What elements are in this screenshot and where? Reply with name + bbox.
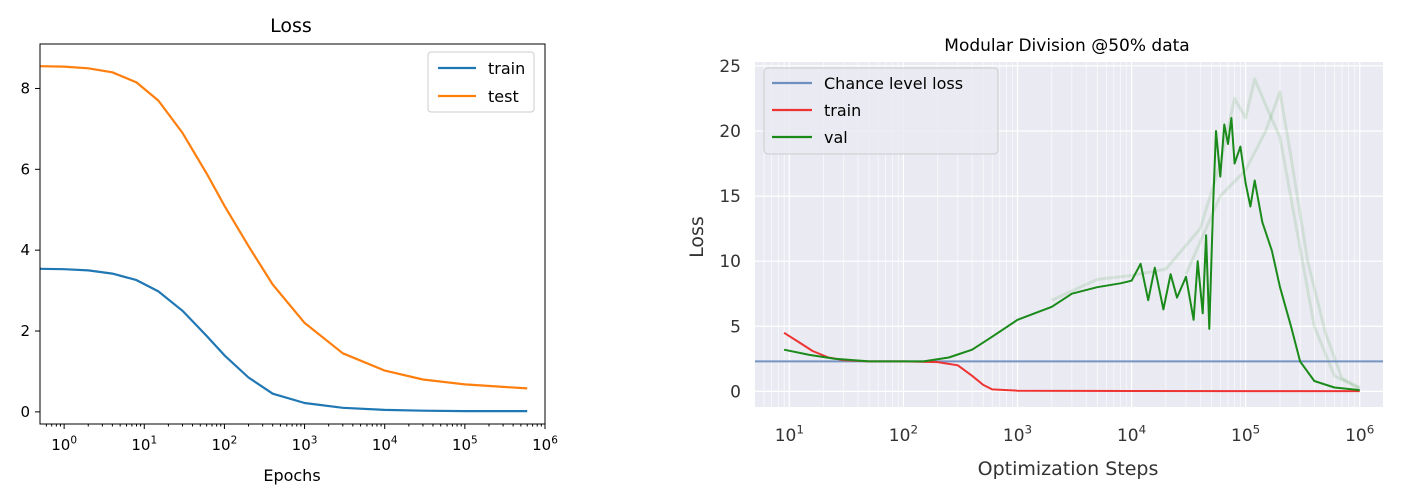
chart-loss: Loss 100 101 102 103 104 105 106 0 2 4 6 8 Epochs t… — [20, 15, 558, 485]
series-train — [39, 267, 528, 413]
x-tick-label: 103 — [292, 434, 318, 454]
x-tick-label: 101 — [131, 434, 157, 454]
x-tick-label: 101 — [775, 422, 804, 446]
chart-title: Loss — [270, 15, 312, 37]
legend-label-test: test — [488, 87, 519, 106]
legend: train test — [427, 51, 535, 113]
chart-modular-division: Modular Division @50% data 101 102 103 104 1… — [686, 36, 1383, 480]
y-tick-label: 25 — [719, 57, 741, 77]
series-val — [783, 117, 1360, 392]
y-tick-label: 4 — [20, 241, 30, 259]
chart-title: Modular Division @50% data — [944, 36, 1189, 56]
x-tick-label: 105 — [452, 434, 478, 454]
plot-frame — [39, 43, 546, 425]
y-tick-label: 8 — [20, 79, 30, 97]
x-tick-label: 106 — [532, 434, 558, 454]
y-tick-label: 6 — [20, 160, 30, 178]
y-tick-label: 0 — [730, 382, 741, 402]
y-tick-label: 2 — [20, 322, 30, 340]
x-tick-label: 100 — [51, 434, 77, 454]
plot-area: 100 101 102 103 104 105 106 0 2 4 6 8 — [20, 65, 558, 454]
legend-label-val: val — [824, 128, 848, 147]
y-tick-label: 5 — [730, 317, 741, 337]
x-tick-label: 102 — [889, 422, 918, 446]
x-tick-label: 104 — [1117, 422, 1146, 446]
x-tick-label: 106 — [1345, 422, 1374, 446]
y-axis-label: Loss — [686, 216, 708, 258]
y-tick-label: 20 — [719, 122, 741, 142]
series-train — [783, 331, 1360, 393]
val-shadow-1 — [1184, 90, 1361, 389]
legend-label-chance: Chance level loss — [824, 74, 963, 93]
x-axis-label: Epochs — [263, 466, 320, 485]
legend: Chance level loss train val — [763, 67, 999, 155]
x-axis-label: Optimization Steps — [978, 458, 1159, 480]
series-test — [39, 65, 528, 390]
legend-label-train: train — [488, 59, 525, 78]
x-tick-label: 102 — [212, 434, 238, 454]
x-tick-label: 105 — [1231, 422, 1260, 446]
y-tick-label: 15 — [719, 187, 741, 207]
x-tick-label: 103 — [1003, 422, 1032, 446]
y-tick-label: 10 — [719, 252, 741, 272]
legend-box — [763, 67, 999, 155]
y-tick-label: 0 — [20, 403, 30, 421]
legend-label-train: train — [824, 101, 861, 120]
x-tick-label: 104 — [372, 434, 398, 454]
